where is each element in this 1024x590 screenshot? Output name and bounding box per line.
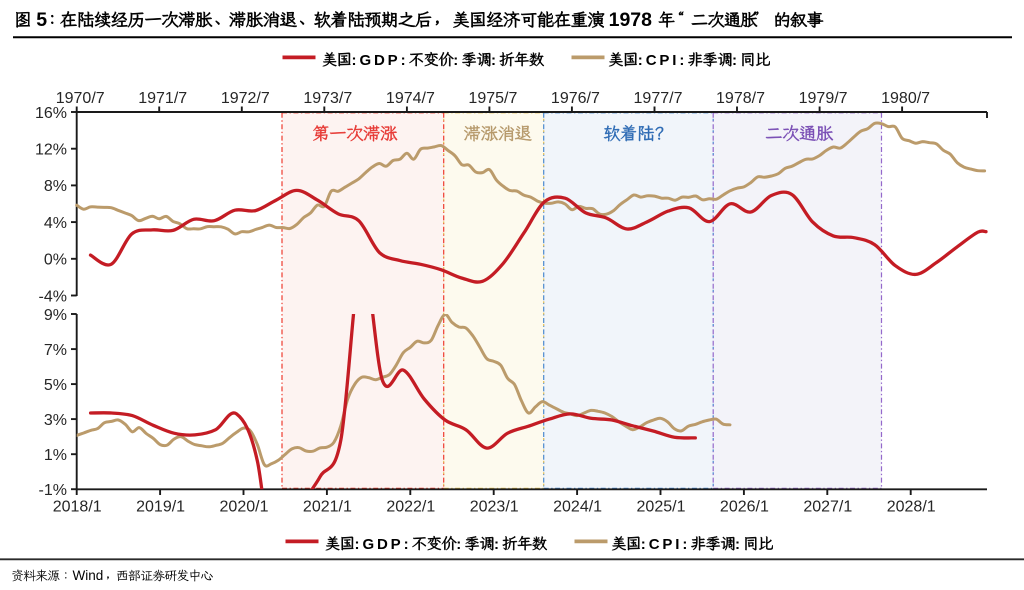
svg-text::: : — [491, 52, 499, 69]
svg-text:GDP: GDP — [363, 536, 404, 553]
svg-text:0%: 0% — [44, 252, 67, 269]
svg-text:7%: 7% — [44, 342, 67, 359]
svg-text:1979/7: 1979/7 — [799, 90, 848, 107]
svg-text:2021/1: 2021/1 — [303, 499, 352, 516]
svg-text:3%: 3% — [44, 412, 67, 429]
svg-text::: : — [352, 52, 360, 69]
svg-text:2020/1: 2020/1 — [220, 499, 269, 516]
svg-text:CPI: CPI — [649, 536, 682, 553]
svg-text:1976/7: 1976/7 — [551, 90, 600, 107]
svg-text:1%: 1% — [44, 447, 67, 464]
svg-text::: : — [494, 536, 502, 553]
svg-text:1977/7: 1977/7 — [634, 90, 683, 107]
svg-text::: : — [355, 536, 363, 553]
svg-text:2022/1: 2022/1 — [386, 499, 435, 516]
svg-text:1978/7: 1978/7 — [716, 90, 765, 107]
svg-text:-4%: -4% — [39, 288, 67, 305]
svg-text:2018/1: 2018/1 — [53, 499, 102, 516]
svg-text:2025/1: 2025/1 — [637, 499, 686, 516]
svg-text:1974/7: 1974/7 — [386, 90, 435, 107]
svg-text:16%: 16% — [35, 105, 67, 122]
svg-text:2019/1: 2019/1 — [136, 499, 185, 516]
svg-text:5%: 5% — [44, 377, 67, 394]
svg-text::: : — [641, 536, 649, 553]
svg-text:Wind: Wind — [73, 568, 104, 583]
svg-text:1972/7: 1972/7 — [221, 90, 270, 107]
svg-text::: : — [453, 52, 461, 69]
svg-text:2026/1: 2026/1 — [720, 499, 769, 516]
svg-text:2028/1: 2028/1 — [887, 499, 936, 516]
svg-text:1978: 1978 — [609, 9, 653, 31]
svg-text::: : — [401, 52, 409, 69]
svg-text:1973/7: 1973/7 — [303, 90, 352, 107]
svg-text:-1%: -1% — [39, 482, 67, 499]
svg-text:CPI: CPI — [646, 52, 679, 69]
svg-text::: : — [404, 536, 412, 553]
svg-text:1980/7: 1980/7 — [881, 90, 930, 107]
svg-text:12%: 12% — [35, 142, 67, 159]
svg-text:1975/7: 1975/7 — [468, 90, 517, 107]
svg-text:GDP: GDP — [360, 52, 401, 69]
svg-text:2024/1: 2024/1 — [553, 499, 602, 516]
svg-text:2027/1: 2027/1 — [803, 499, 852, 516]
svg-text:1970/7: 1970/7 — [56, 90, 105, 107]
svg-text::: : — [732, 52, 740, 69]
svg-text:8%: 8% — [44, 178, 67, 195]
svg-text:4%: 4% — [44, 215, 67, 232]
svg-text::: : — [735, 536, 743, 553]
svg-text:5: 5 — [36, 9, 47, 31]
svg-text::: : — [456, 536, 464, 553]
svg-text:2023/1: 2023/1 — [470, 499, 519, 516]
svg-text:1971/7: 1971/7 — [138, 90, 187, 107]
svg-text::: : — [679, 52, 687, 69]
svg-text::: : — [638, 52, 646, 69]
svg-text:9%: 9% — [44, 307, 67, 324]
svg-text::: : — [682, 536, 690, 553]
